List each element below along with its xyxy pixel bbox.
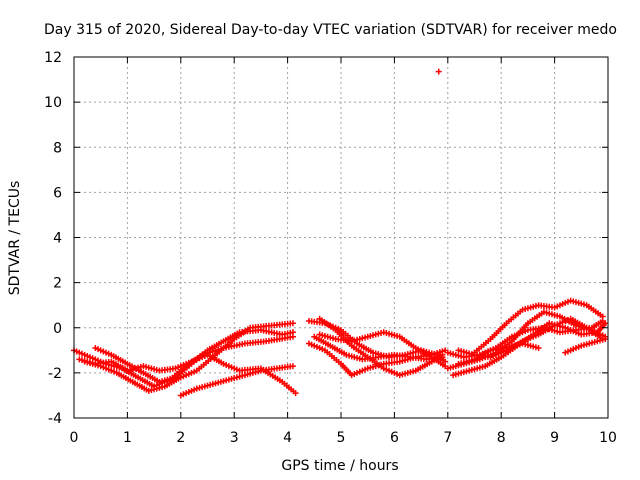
data-point (535, 345, 542, 352)
x-tick-label: 4 (283, 430, 292, 446)
x-tick-label: 1 (123, 430, 132, 446)
y-tick-label: 12 (44, 50, 62, 66)
x-tick-label: 2 (176, 430, 185, 446)
y-tick-label: -4 (48, 411, 62, 427)
data-point (435, 68, 442, 75)
data-point (292, 390, 299, 397)
x-tick-label: 5 (337, 430, 346, 446)
series-sat-a (71, 333, 296, 390)
series-sat-j (311, 333, 446, 363)
series-sat-e (177, 363, 296, 399)
x-tick-label: 10 (599, 430, 617, 446)
data-point (439, 354, 446, 361)
data-point (602, 320, 609, 327)
y-tick-label: 6 (53, 185, 62, 201)
data-point (289, 363, 296, 370)
x-tick-label: 9 (550, 430, 559, 446)
series-sat-p (455, 340, 542, 367)
series-sat-d (92, 327, 296, 385)
y-tick-label: 8 (53, 140, 62, 156)
series-sat-o (471, 297, 606, 356)
data-layer (71, 68, 609, 399)
y-tick-label: 0 (53, 321, 62, 337)
chart-title: Day 315 of 2020, Sidereal Day-to-day VTE… (44, 22, 617, 38)
y-tick-label: 10 (44, 95, 62, 111)
data-point (289, 320, 296, 327)
data-point (289, 329, 296, 336)
series-sat-q (562, 336, 609, 356)
y-axis-label: SDTVAR / TECUs (7, 181, 23, 296)
y-tick-label: 4 (53, 231, 62, 247)
x-axis-label: GPS time / hours (281, 458, 398, 474)
x-tick-label: 0 (70, 430, 79, 446)
series-outlier (435, 68, 442, 75)
x-tick-label: 7 (443, 430, 452, 446)
data-point (602, 336, 609, 343)
x-tick-label: 3 (230, 430, 239, 446)
x-tick-label: 6 (390, 430, 399, 446)
x-tick-label: 8 (497, 430, 506, 446)
y-tick-label: 2 (53, 276, 62, 292)
y-tick-label: -2 (48, 366, 62, 382)
data-point (599, 313, 606, 320)
